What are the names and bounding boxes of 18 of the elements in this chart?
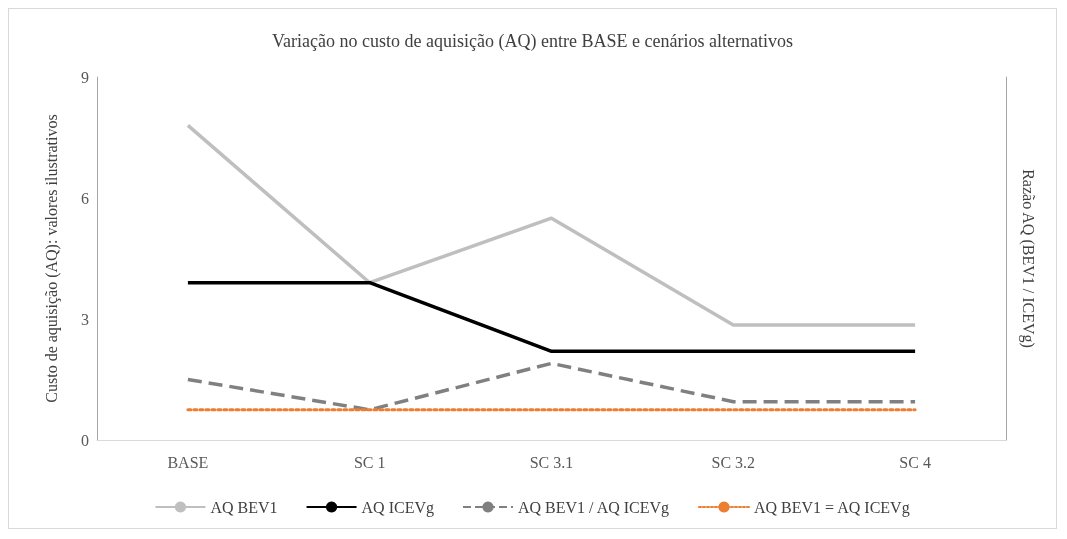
y-tick-label: 0: [81, 431, 89, 449]
line-series: [186, 361, 917, 412]
legend-label: AQ ICEVg: [361, 498, 434, 517]
line-series: [186, 123, 917, 327]
x-tick-label: SC 3.2: [711, 453, 756, 471]
y-axis-title: Custo de aquisição (AQ): valores ilustrativos: [42, 114, 61, 403]
y-tick-label: 3: [81, 310, 89, 328]
x-tick-label: SC 1: [353, 453, 386, 471]
legend-label: AQ BEV1 = AQ ICEVg: [753, 498, 910, 517]
legend-label: AQ BEV1 / AQ ICEVg: [517, 498, 670, 517]
y2-axis-title: Razão AQ (BEV1 / ICEVg): [1018, 169, 1037, 348]
x-tick-label: BASE: [167, 453, 209, 471]
x-tick-label: SC 3.1: [529, 453, 574, 471]
x-tick-label: SC 4: [899, 453, 931, 471]
legend-label: AQ BEV1: [210, 498, 278, 516]
chart-title: Variação no custo de aquisição (AQ) entre BASE e cenários alternativos: [272, 31, 793, 52]
y-tick-label: 9: [81, 68, 89, 86]
y-tick-label: 6: [81, 189, 89, 207]
